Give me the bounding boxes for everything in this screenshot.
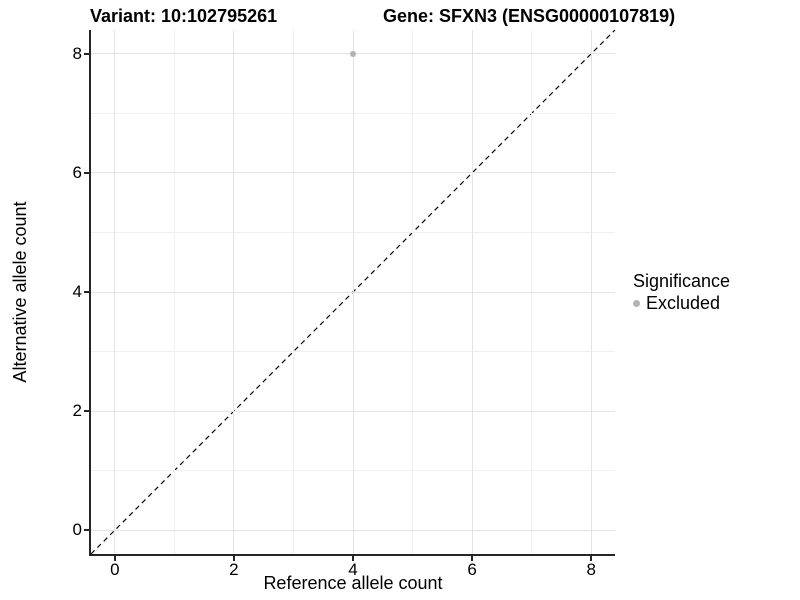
x-tick-label: 4 — [348, 560, 358, 579]
y-axis-tick — [84, 291, 89, 293]
y-tick-label: 4 — [72, 282, 82, 301]
x-axis-tick — [232, 556, 235, 561]
grid-major-h — [91, 410, 615, 412]
plot-panel — [89, 29, 616, 556]
x-axis-tick — [113, 556, 116, 561]
legend: Significance Excluded — [633, 270, 730, 313]
x-tick-label: 8 — [586, 560, 596, 579]
y-axis-tick — [84, 410, 89, 413]
x-tick-label: 0 — [110, 560, 120, 579]
grid-major-h — [91, 172, 615, 174]
y-tick-label: 6 — [72, 162, 82, 182]
y-axis-tick — [84, 52, 89, 55]
legend-item-label: Excluded — [646, 293, 721, 313]
y-tick-label: 2 — [72, 401, 82, 421]
legend-item-excluded: Excluded — [633, 293, 730, 313]
x-axis-title: Reference allele count — [263, 573, 443, 593]
plot-title-variant: Variant: 10:102795261 — [90, 6, 278, 26]
data-point — [350, 50, 356, 57]
x-axis-tick — [471, 556, 474, 561]
x-tick-label: 2 — [229, 560, 239, 579]
grid-major-h — [91, 291, 615, 293]
legend-title: Significance — [633, 271, 731, 291]
y-axis-title: Alternative allele count — [10, 201, 30, 383]
y-axis-tick — [84, 171, 89, 174]
legend-key-dot-icon — [633, 299, 640, 307]
grid-major-h — [91, 529, 615, 531]
plot-title-gene: Gene: SFXN3 (ENSG00000107819) — [383, 6, 676, 26]
x-tick-label: 6 — [467, 560, 477, 579]
y-tick-label: 0 — [72, 520, 82, 540]
x-axis-tick — [352, 556, 354, 561]
x-axis-tick — [590, 556, 593, 561]
y-axis-tick — [84, 529, 89, 532]
y-tick-label: 8 — [72, 43, 82, 63]
